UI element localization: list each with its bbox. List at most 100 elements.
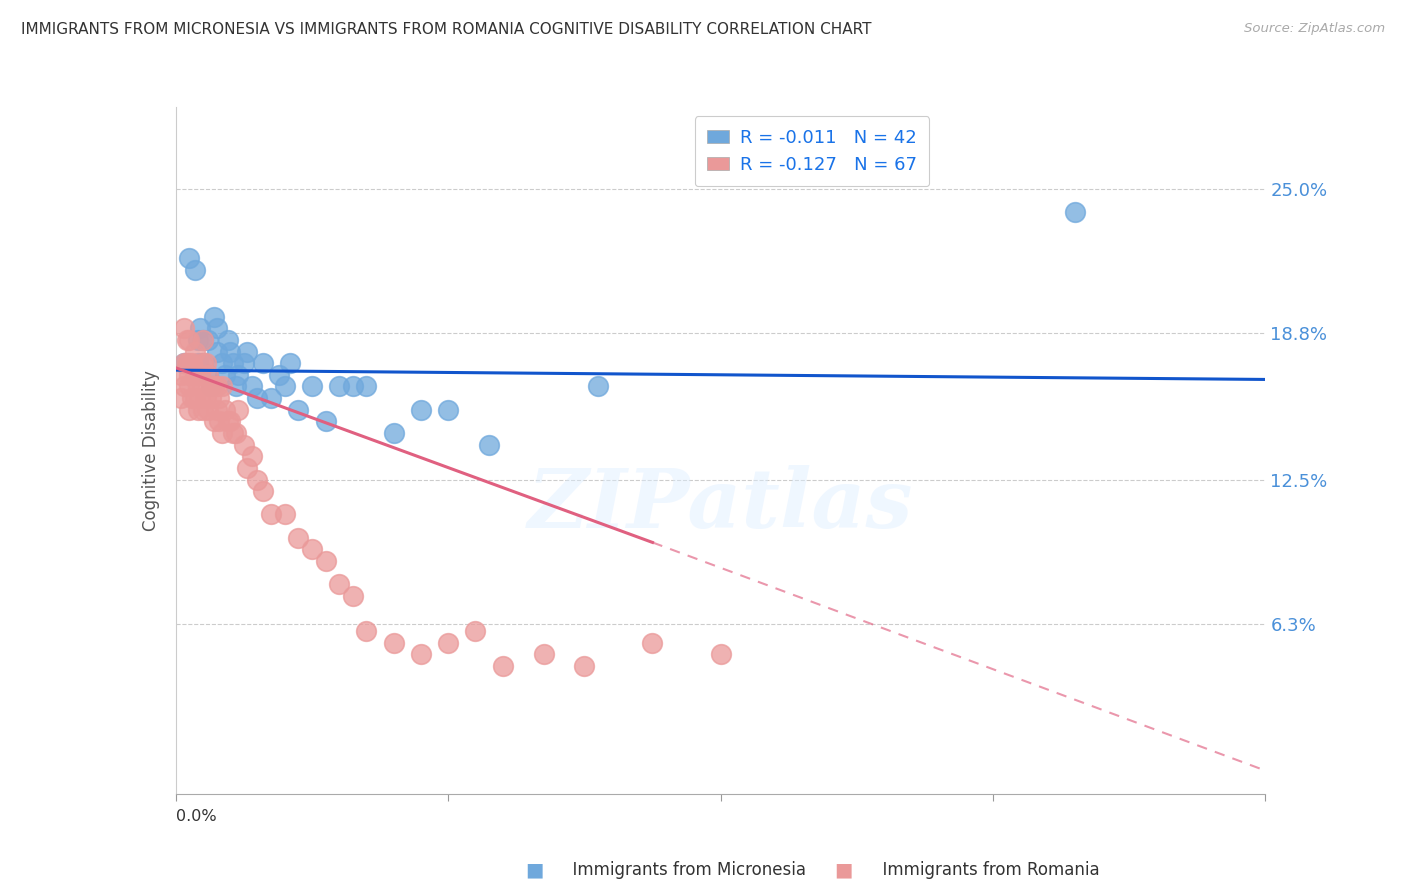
Point (191, 402, 214, 417)
Point (252, 356, 274, 370)
Text: IMMIGRANTS FROM MICRONESIA VS IMMIGRANTS FROM ROMANIA COGNITIVE DISABILITY CORRE: IMMIGRANTS FROM MICRONESIA VS IMMIGRANTS… (21, 22, 872, 37)
Point (478, 437, 501, 451)
Point (179, 402, 201, 417)
Point (217, 414, 239, 428)
Point (205, 344, 228, 359)
Point (184, 344, 207, 359)
Text: Immigrants from Romania: Immigrants from Romania (872, 861, 1099, 879)
Text: 0.0%: 0.0% (176, 809, 217, 824)
Point (208, 414, 231, 428)
Point (437, 635, 460, 649)
Point (188, 391, 211, 405)
Point (197, 368, 219, 382)
Legend: R = -0.011   N = 42, R = -0.127   N = 67: R = -0.011 N = 42, R = -0.127 N = 67 (695, 116, 929, 186)
Point (197, 368, 219, 382)
Point (328, 379, 350, 393)
Point (202, 310, 225, 324)
Point (200, 379, 222, 393)
Point (188, 368, 211, 382)
Point (356, 379, 378, 393)
Point (191, 333, 214, 347)
Point (574, 658, 596, 673)
Point (202, 414, 225, 428)
Point (176, 356, 198, 370)
Point (235, 344, 257, 359)
Point (179, 368, 201, 382)
Text: Immigrants from Micronesia: Immigrants from Micronesia (562, 861, 807, 879)
Point (184, 263, 207, 277)
Point (232, 356, 254, 370)
Point (228, 402, 250, 417)
Point (186, 333, 209, 347)
Point (409, 402, 432, 417)
Point (200, 379, 222, 393)
Point (274, 379, 297, 393)
Point (205, 379, 228, 393)
Text: ■: ■ (524, 860, 544, 880)
Point (252, 484, 274, 499)
Point (232, 437, 254, 451)
Point (170, 368, 193, 382)
Point (173, 379, 195, 393)
Point (211, 425, 233, 440)
Point (710, 647, 733, 661)
Point (188, 321, 211, 335)
Text: ■: ■ (834, 860, 853, 880)
Point (246, 391, 269, 405)
Point (184, 368, 207, 382)
Point (170, 391, 193, 405)
Point (200, 391, 222, 405)
Point (205, 321, 228, 335)
Point (269, 368, 291, 382)
Point (173, 356, 195, 370)
Point (191, 356, 214, 370)
Point (202, 379, 225, 393)
Text: ZIPatlas: ZIPatlas (527, 466, 914, 545)
Point (315, 414, 337, 428)
Point (260, 508, 283, 522)
Point (274, 508, 297, 522)
Point (222, 425, 245, 440)
Point (240, 450, 263, 464)
Point (184, 391, 207, 405)
Point (191, 379, 214, 393)
Point (181, 391, 204, 405)
Point (240, 379, 263, 393)
Point (492, 658, 515, 673)
Point (186, 402, 209, 417)
Point (328, 577, 350, 591)
Point (464, 624, 486, 638)
Point (181, 356, 204, 370)
Point (278, 356, 301, 370)
Point (287, 531, 309, 545)
Point (228, 368, 250, 382)
Point (219, 414, 242, 428)
Point (194, 391, 217, 405)
Point (179, 379, 201, 393)
Point (211, 356, 233, 370)
Point (179, 356, 201, 370)
Point (222, 356, 245, 370)
Point (173, 321, 195, 335)
Point (235, 461, 257, 475)
Point (214, 402, 236, 417)
Point (260, 391, 283, 405)
Point (437, 402, 460, 417)
Point (191, 356, 214, 370)
Point (315, 554, 337, 568)
Point (173, 356, 195, 370)
Point (301, 542, 323, 557)
Point (179, 333, 201, 347)
Point (191, 333, 214, 347)
Point (382, 425, 405, 440)
Point (197, 402, 219, 417)
Point (287, 402, 309, 417)
Point (217, 333, 239, 347)
Point (586, 379, 609, 393)
Point (225, 379, 247, 393)
Point (342, 379, 364, 393)
Point (1063, 204, 1085, 219)
Point (246, 473, 269, 487)
Point (301, 379, 323, 393)
Point (342, 589, 364, 603)
